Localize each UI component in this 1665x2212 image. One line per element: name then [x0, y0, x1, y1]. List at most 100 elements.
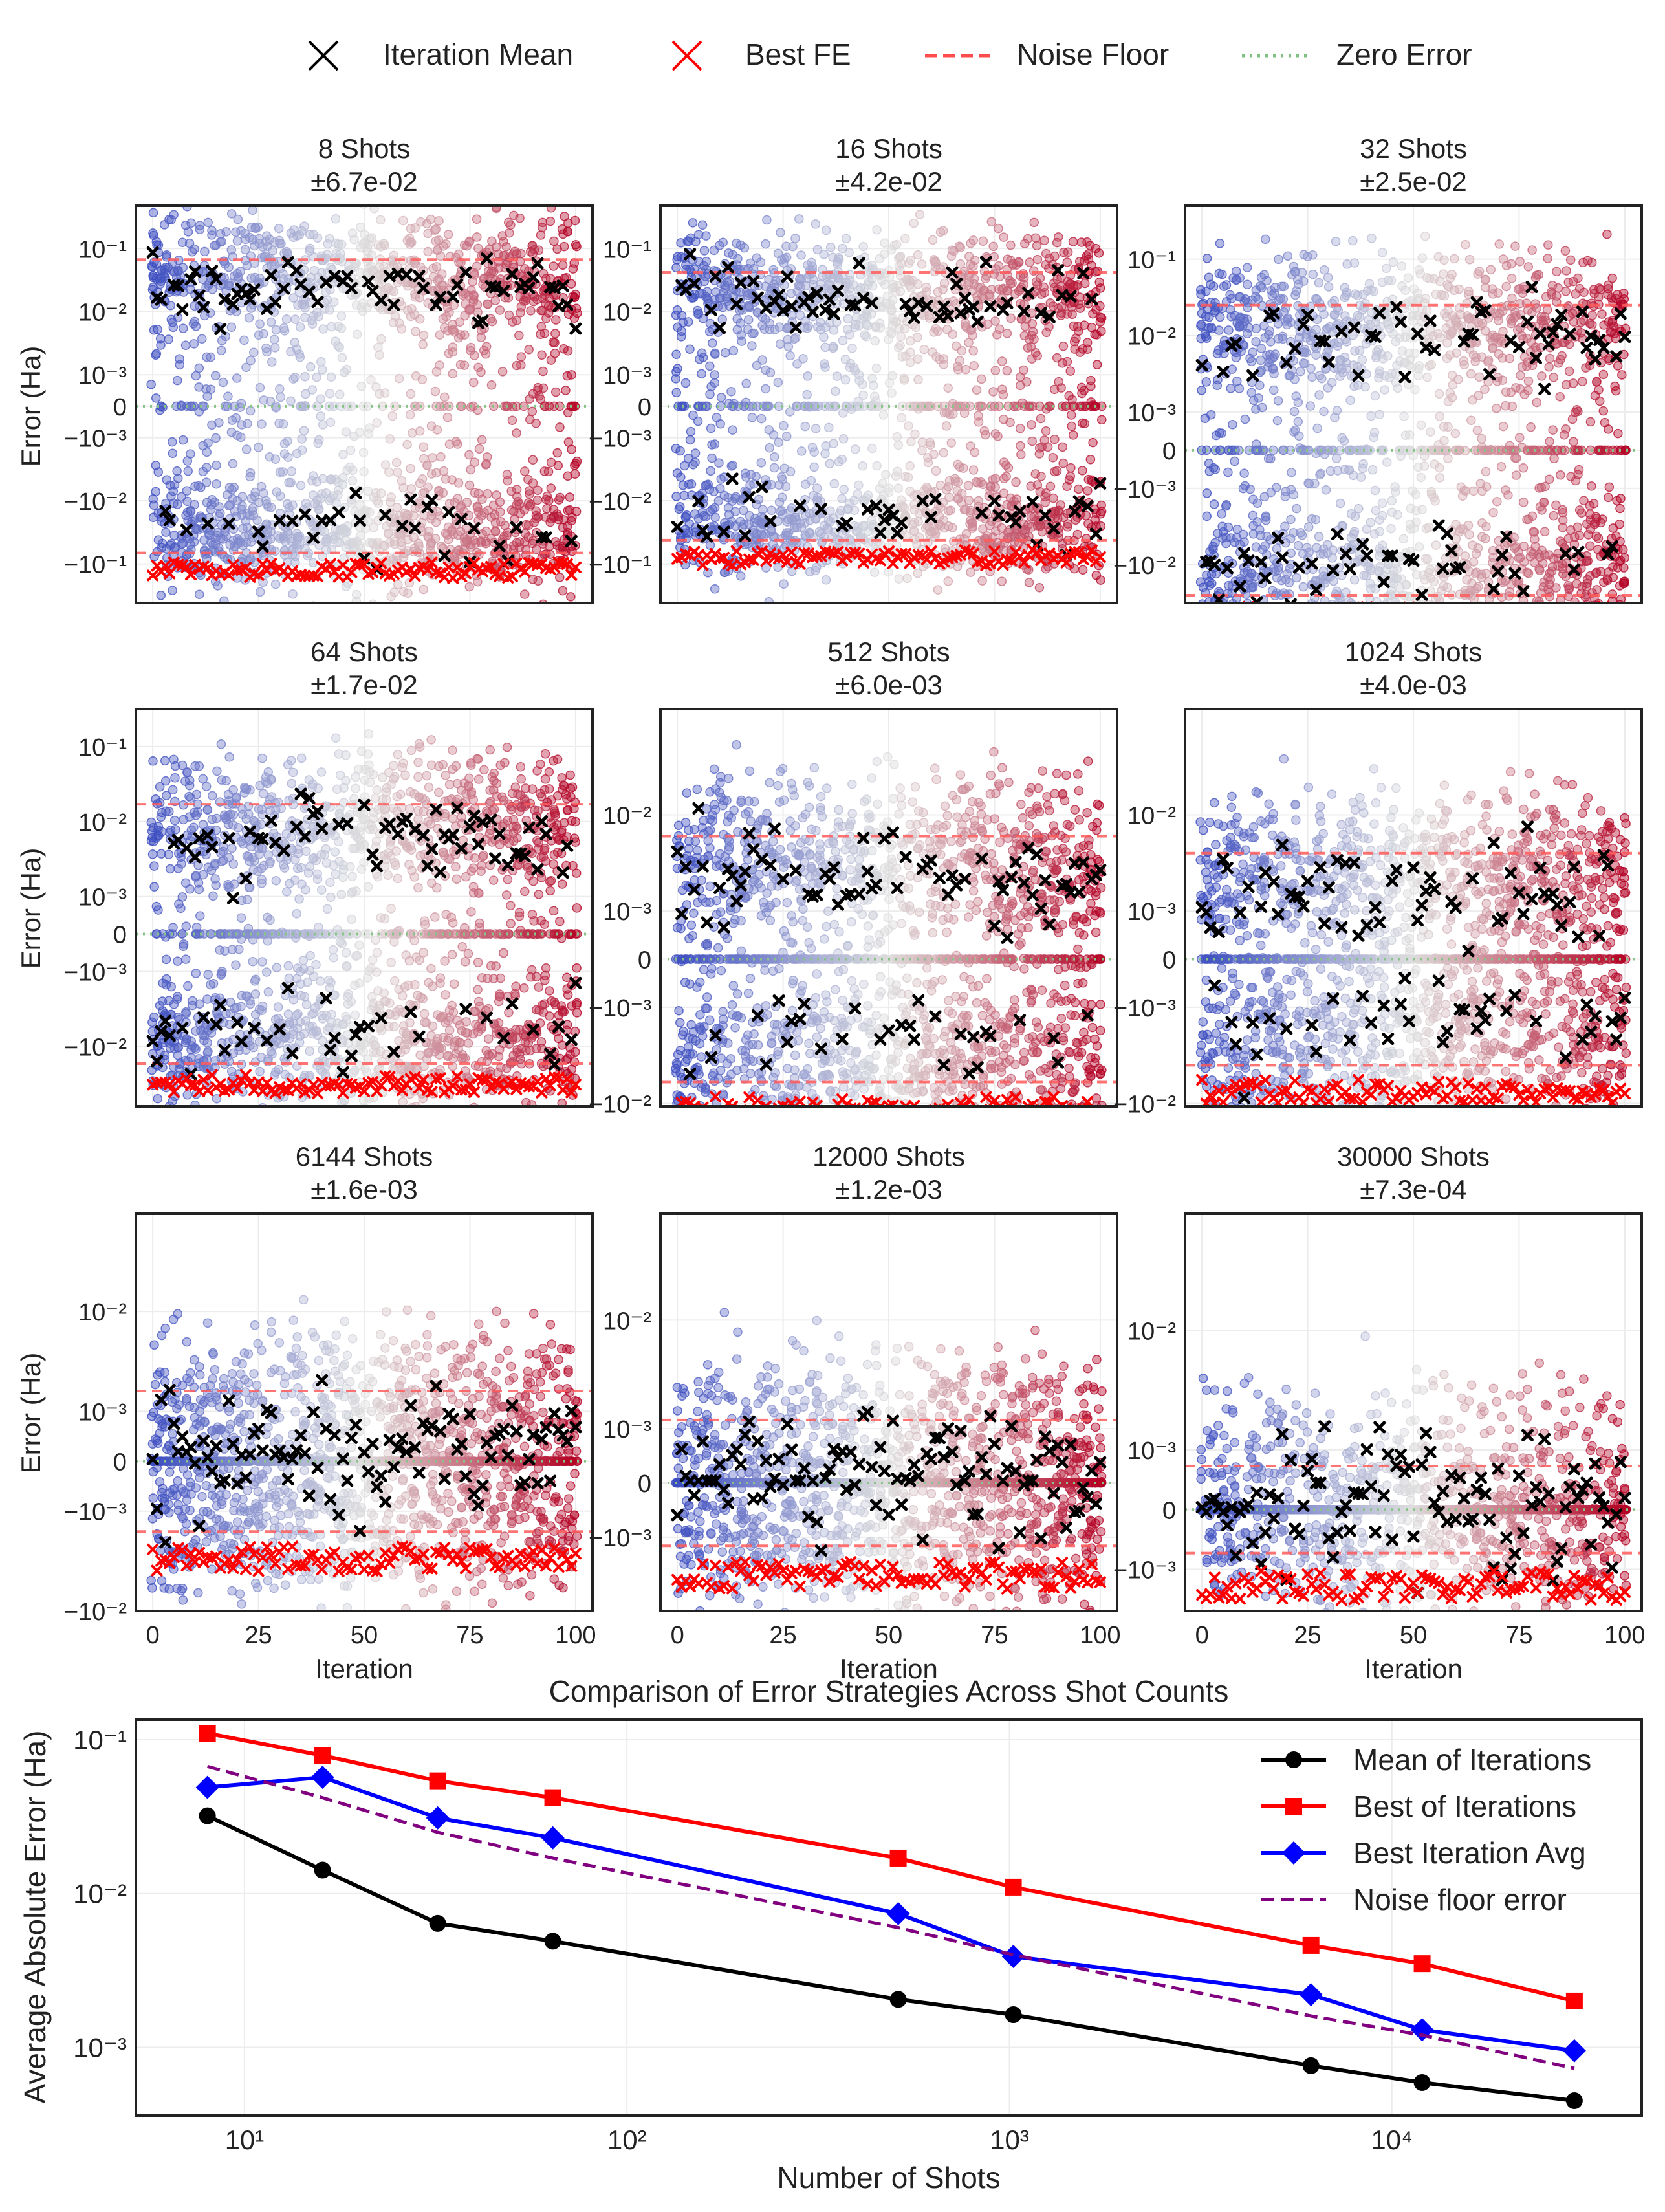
eval-point	[231, 413, 241, 423]
eval-point	[318, 474, 328, 484]
eval-point	[567, 516, 576, 526]
eval-point	[773, 377, 783, 388]
best-fe-marker	[887, 557, 899, 569]
eval-point	[939, 515, 948, 525]
eval-point	[515, 213, 525, 223]
eval-point	[1226, 384, 1235, 393]
eval-point	[1257, 283, 1267, 293]
eval-point	[988, 387, 998, 397]
eval-point	[190, 244, 199, 254]
eval-point	[946, 438, 957, 448]
eval-point	[1197, 386, 1206, 395]
eval-point	[1402, 580, 1411, 590]
eval-point	[173, 474, 183, 483]
eval-point	[843, 314, 853, 324]
iteration-mean-marker	[929, 492, 942, 505]
eval-point	[1296, 367, 1305, 377]
iteration-mean-marker	[362, 275, 375, 288]
eval-point	[325, 305, 334, 315]
eval-point	[1348, 539, 1358, 549]
iteration-mean-marker	[286, 514, 299, 527]
eval-point	[1333, 305, 1344, 315]
eval-point	[684, 317, 693, 327]
iteration-mean-marker	[1081, 500, 1094, 513]
eval-point	[895, 340, 905, 351]
eval-point	[472, 300, 483, 310]
eval-point	[1083, 486, 1093, 496]
eval-point	[558, 586, 568, 596]
iteration-mean-marker	[556, 279, 569, 292]
eval-point	[153, 325, 162, 334]
eval-point	[232, 236, 243, 246]
eval-point	[812, 245, 823, 255]
eval-point	[178, 435, 188, 445]
eval-point	[1197, 445, 1207, 455]
eval-point	[1342, 287, 1352, 298]
eval-point	[904, 258, 914, 268]
eval-point	[506, 486, 516, 496]
eval-point	[300, 371, 310, 382]
eval-point	[1391, 369, 1400, 378]
iteration-mean-marker	[214, 323, 227, 336]
eval-point	[327, 322, 336, 332]
eval-point	[168, 486, 179, 496]
eval-point	[297, 226, 307, 236]
panel-subtitle: ±6.7e-02	[310, 166, 418, 197]
eval-point	[739, 243, 750, 253]
eval-point	[481, 459, 492, 469]
eval-point	[1078, 565, 1088, 575]
eval-point	[1030, 469, 1040, 479]
iteration-mean-marker	[853, 257, 865, 270]
eval-point	[893, 483, 904, 493]
eval-point	[495, 497, 505, 507]
best-fe-marker	[202, 562, 214, 574]
y-tick-label: −10⁻³	[589, 426, 651, 453]
eval-point	[161, 527, 171, 537]
eval-point	[1032, 241, 1042, 251]
eval-point	[439, 241, 448, 251]
eval-point	[1202, 488, 1212, 498]
eval-point	[990, 366, 1001, 375]
eval-point	[347, 476, 358, 486]
eval-point	[472, 261, 482, 271]
eval-point	[1081, 510, 1091, 520]
best-fe-marker	[409, 570, 421, 582]
eval-point	[719, 472, 729, 482]
eval-point	[1053, 232, 1063, 242]
eval-point	[1090, 515, 1100, 525]
eval-point	[168, 322, 179, 333]
eval-point	[994, 261, 1004, 271]
eval-point	[552, 244, 562, 254]
iteration-mean-marker	[1072, 495, 1085, 508]
eval-point	[1357, 355, 1367, 365]
eval-point	[190, 499, 199, 510]
eval-point	[1383, 351, 1393, 361]
eval-point	[707, 453, 717, 463]
eval-point	[997, 384, 1007, 394]
eval-point	[756, 458, 767, 468]
eval-point	[1067, 309, 1077, 320]
eval-point	[524, 486, 534, 496]
eval-point	[967, 521, 977, 532]
eval-point	[925, 437, 935, 448]
eval-point	[1370, 485, 1380, 496]
eval-point	[437, 269, 447, 279]
eval-point	[1349, 529, 1359, 539]
eval-point	[175, 360, 185, 370]
eval-point	[676, 472, 686, 482]
iteration-mean-marker	[569, 322, 582, 335]
iteration-mean-marker	[1047, 522, 1060, 535]
eval-point	[870, 336, 880, 346]
eval-point	[957, 345, 966, 356]
eval-point	[397, 476, 407, 486]
eval-point	[893, 440, 904, 450]
eval-point	[226, 209, 237, 219]
eval-point	[1052, 237, 1062, 248]
eval-point	[571, 290, 580, 300]
iteration-mean-marker	[874, 527, 887, 540]
eval-point	[809, 462, 819, 472]
eval-point	[384, 467, 394, 477]
eval-point	[288, 589, 298, 599]
eval-point	[477, 435, 487, 445]
eval-point	[1310, 478, 1320, 488]
